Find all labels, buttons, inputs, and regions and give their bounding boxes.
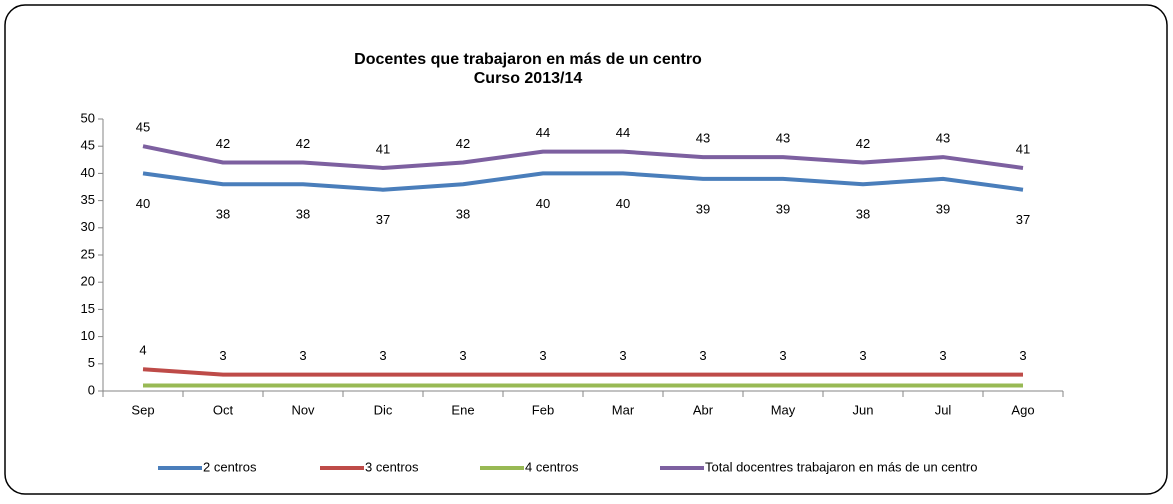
x-tick-label: May: [771, 402, 796, 417]
y-tick-label: 10: [81, 328, 95, 343]
y-tick-label: 30: [81, 219, 95, 234]
data-label: 45: [136, 120, 150, 135]
legend-label: 3 centros: [365, 459, 419, 474]
data-label: 3: [539, 348, 546, 363]
data-label: 38: [856, 207, 870, 222]
data-label: 38: [216, 207, 230, 222]
data-label: 43: [936, 131, 950, 146]
series-line: [142, 367, 1023, 377]
y-tick-label: 35: [81, 192, 95, 207]
data-label: 39: [696, 201, 710, 216]
data-label: 42: [456, 136, 470, 151]
data-label: 39: [936, 201, 950, 216]
data-label: 44: [616, 125, 630, 140]
data-label: 3: [779, 348, 786, 363]
data-label: 39: [776, 201, 790, 216]
data-label: 3: [859, 348, 866, 363]
data-label: 3: [459, 348, 466, 363]
x-tick-label: Abr: [693, 402, 714, 417]
data-label: 41: [1016, 141, 1030, 156]
x-tick-label: Ago: [1011, 402, 1034, 417]
series-line: [142, 171, 1024, 192]
y-tick-label: 15: [81, 301, 95, 316]
x-tick-label: Jul: [935, 402, 952, 417]
data-label: 4: [139, 343, 146, 358]
legend-label: Total docentres trabajaron en más de un …: [705, 459, 977, 474]
y-tick-label: 45: [81, 138, 95, 153]
x-tick-label: Ene: [451, 402, 474, 417]
y-tick-label: 0: [88, 382, 95, 397]
y-tick-label: 20: [81, 274, 95, 289]
data-label: 44: [536, 125, 550, 140]
x-tick-label: Nov: [291, 402, 315, 417]
data-label: 3: [619, 348, 626, 363]
data-label: 37: [1016, 212, 1030, 227]
x-tick-label: Mar: [612, 402, 635, 417]
data-label: 3: [379, 348, 386, 363]
data-label: 43: [776, 131, 790, 146]
data-label: 3: [219, 348, 226, 363]
data-label: 42: [296, 136, 310, 151]
data-label: 42: [216, 136, 230, 151]
y-tick-label: 25: [81, 246, 95, 261]
data-label: 3: [1019, 348, 1026, 363]
x-tick-label: Dic: [374, 402, 393, 417]
chart-frame: [4, 4, 1168, 495]
series-line: [142, 144, 1024, 170]
x-tick-label: Sep: [131, 402, 154, 417]
x-tick-label: Oct: [213, 402, 234, 417]
x-tick-label: Jun: [853, 402, 874, 417]
data-label: 37: [376, 212, 390, 227]
y-tick-label: 50: [81, 110, 95, 125]
data-label: 40: [536, 196, 550, 211]
data-label: 43: [696, 131, 710, 146]
chart-title: Docentes que trabajaron en más de un cen…: [354, 51, 702, 68]
x-tick-label: Feb: [532, 402, 554, 417]
data-label: 3: [299, 348, 306, 363]
data-label: 40: [136, 196, 150, 211]
data-label: 42: [856, 136, 870, 151]
data-label: 41: [376, 141, 390, 156]
data-label: 3: [939, 348, 946, 363]
data-label: 38: [296, 207, 310, 222]
data-label: 40: [616, 196, 630, 211]
chart-subtitle: Curso 2013/14: [474, 70, 583, 87]
data-label: 38: [456, 207, 470, 222]
y-tick-label: 40: [81, 165, 95, 180]
legend-label: 2 centros: [203, 459, 257, 474]
data-label: 3: [699, 348, 706, 363]
legend-label: 4 centros: [525, 459, 579, 474]
y-tick-label: 5: [88, 355, 95, 370]
